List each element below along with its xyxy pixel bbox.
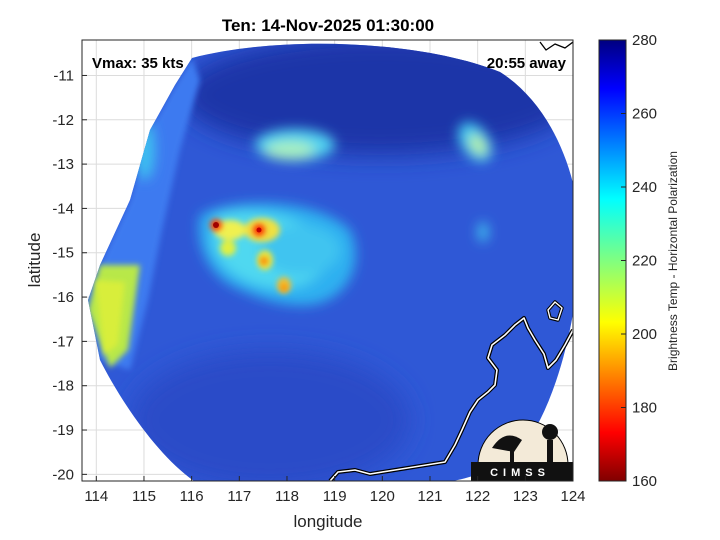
colorbar-tick-label: 180	[632, 400, 657, 417]
plot-frame	[81, 39, 574, 482]
colorbar-ticks: 160 180 200 220 240 260 280	[621, 32, 657, 490]
colorbar-tick-label: 260	[632, 106, 657, 123]
vmax-annotation: Vmax: 35 kts	[92, 55, 184, 72]
colorbar-tick-label: 220	[632, 253, 657, 270]
x-tick-label: 122	[465, 488, 490, 505]
y-tick-label: -11	[53, 67, 74, 84]
x-tick-label: 114	[84, 488, 108, 505]
y-tick-label: -15	[52, 245, 74, 262]
brightness-temp-swath	[88, 43, 573, 481]
y-tick-label: -18	[52, 378, 74, 395]
x-tick-label: 120	[370, 488, 395, 505]
y-tick-label: -17	[52, 333, 74, 350]
x-tick-label: 118	[275, 488, 299, 505]
y-tick-label: -19	[52, 422, 74, 439]
y-tick-label: -16	[52, 289, 74, 306]
x-tick-label: 123	[513, 488, 538, 505]
y-tick-label: -20	[52, 466, 74, 483]
y-tick-label: -12	[52, 112, 74, 129]
x-axis-ticks: 114 115 116 117 118 119 120 121 122 123 124	[84, 476, 586, 505]
x-tick-label: 121	[417, 488, 442, 505]
y-axis-label: latitude	[25, 233, 44, 288]
x-tick-label: 124	[560, 488, 585, 505]
coastline	[328, 41, 573, 481]
x-tick-label: 119	[323, 488, 347, 505]
colorbar-tick-label: 280	[632, 32, 657, 49]
colorbar-tick-label: 160	[632, 473, 657, 490]
x-tick-label: 117	[227, 488, 251, 505]
time-away-annotation: 20:55 away	[487, 55, 567, 72]
colorbar-tick-label: 200	[632, 326, 657, 343]
x-axis-label: longitude	[293, 512, 362, 531]
y-tick-label: -14	[52, 200, 74, 217]
logo-text: CIMSS	[490, 467, 550, 479]
cimss-logo: CIMSS	[471, 419, 573, 481]
y-tick-label: -13	[52, 156, 74, 173]
x-tick-label: 116	[180, 488, 204, 505]
colorbar-label: Brightness Temp - Horizontal Polarizatio…	[666, 151, 680, 371]
x-tick-label: 115	[132, 488, 156, 505]
chart-title: Ten: 14-Nov-2025 01:30:00	[222, 16, 434, 35]
colorbar-tick-label: 240	[632, 179, 657, 196]
y-axis-ticks: -11 -12 -13 -14 -15 -16 -17 -18 -19 -20	[52, 67, 87, 483]
